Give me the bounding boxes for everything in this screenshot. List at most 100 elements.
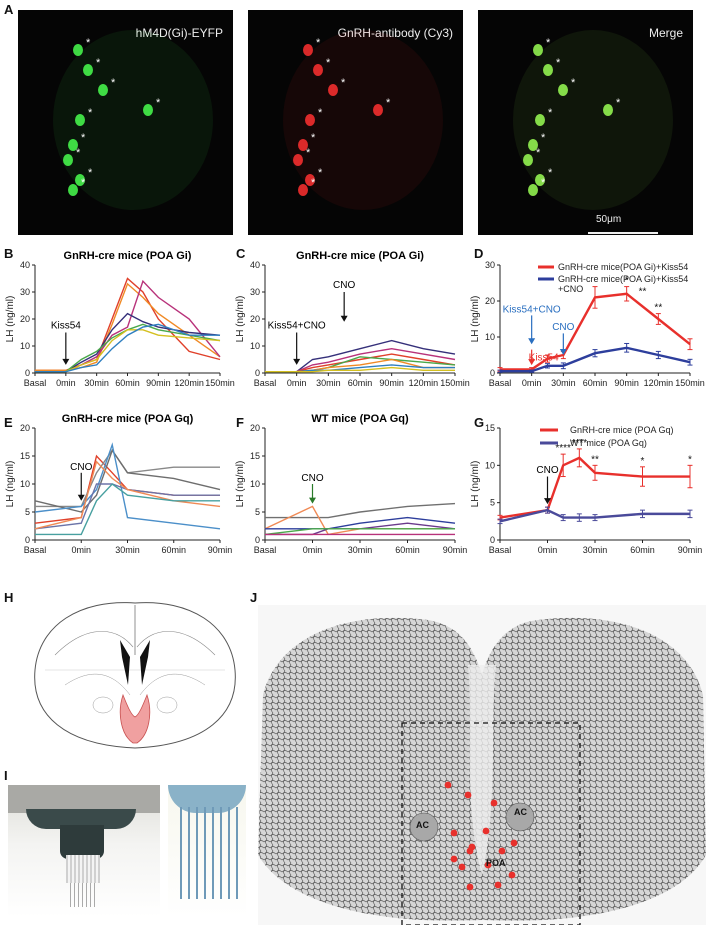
x-tick-label: 120min bbox=[644, 378, 674, 388]
cell-asterisk: * bbox=[81, 177, 86, 189]
cell-asterisk: * bbox=[548, 107, 553, 119]
series-line bbox=[35, 277, 221, 371]
cno-label: CNO bbox=[301, 473, 323, 484]
cell-body bbox=[73, 44, 83, 56]
y-tick-label: 0 bbox=[490, 368, 495, 378]
brain-atlas-diagram bbox=[34, 602, 236, 749]
cno-arrow-head bbox=[309, 497, 316, 504]
cell-asterisk: * bbox=[86, 37, 91, 49]
cell-body bbox=[75, 174, 85, 186]
chart-f: 0 5 10 15 20 Basal 0min 30min 60min 90min LH (ng/m… bbox=[235, 413, 467, 555]
series-line bbox=[35, 323, 221, 373]
cell-asterisk: * bbox=[546, 37, 551, 49]
cell-body bbox=[143, 104, 153, 116]
cannula-photo-right bbox=[168, 785, 246, 917]
cell-asterisk: * bbox=[111, 77, 116, 89]
micrograph-gnrh: GnRH-antibody (Cy3) * * * * * * * * * bbox=[248, 10, 463, 235]
cell-asterisk: * bbox=[341, 77, 346, 89]
y-axis-label: LH (ng/ml) bbox=[5, 461, 16, 508]
micrograph-merge: Merge 50μm * * * * * * * * * bbox=[478, 10, 693, 235]
y-tick-label: 5 bbox=[490, 498, 495, 508]
series-line bbox=[265, 356, 456, 373]
y-tick-label: 10 bbox=[20, 341, 30, 351]
chart-g: 0 5 10 15 Basal 0min 30min 60min 90min LH (ng/ml)… bbox=[470, 423, 702, 555]
chart-title: WT mice (POA Gq) bbox=[311, 413, 409, 425]
cell-asterisk: * bbox=[306, 147, 311, 159]
series-line bbox=[35, 449, 220, 508]
chart-e: 0 5 10 15 20 Basal 0min 30min 60min 90min LH (ng/m… bbox=[5, 413, 232, 555]
cell-asterisk: * bbox=[318, 107, 323, 119]
cell-asterisk: * bbox=[311, 177, 316, 189]
cell-body bbox=[75, 114, 85, 126]
cell-body bbox=[303, 44, 313, 56]
series-line bbox=[34, 460, 221, 530]
x-tick-label: 0min bbox=[303, 545, 323, 555]
cell-asterisk: * bbox=[386, 97, 391, 109]
cell-body bbox=[98, 84, 108, 96]
y-tick-label: 5 bbox=[255, 507, 260, 517]
significance-star: **** bbox=[572, 438, 588, 449]
y-tick-label: 0 bbox=[25, 368, 30, 378]
x-tick-label: 30min bbox=[551, 378, 576, 388]
micrograph-canvas: ********* bbox=[53, 30, 213, 210]
x-tick-label: 60min bbox=[348, 378, 373, 388]
y-tick-label: 20 bbox=[20, 423, 30, 433]
panel-letter-h: H bbox=[4, 590, 14, 605]
chart-title: GnRH-cre mice (POA Gi) bbox=[296, 250, 424, 262]
series-line bbox=[265, 358, 455, 373]
x-tick-label: 150min bbox=[205, 378, 235, 388]
cno-arrow-head bbox=[77, 494, 85, 501]
chart-title: GnRH-cre mice (POA Gq) bbox=[62, 413, 194, 425]
significance-star: ** bbox=[591, 454, 599, 465]
y-tick-label: 30 bbox=[485, 260, 495, 270]
x-tick-label: 60min bbox=[630, 545, 655, 555]
cno-label: CNO bbox=[333, 280, 355, 291]
x-tick-label: 0min bbox=[287, 378, 307, 388]
x-tick-label: 30min bbox=[348, 545, 373, 555]
kiss54-label: Kiss54 bbox=[529, 352, 559, 363]
panel-letter-f: F bbox=[236, 415, 244, 430]
x-tick-label: Basal bbox=[24, 545, 47, 555]
panel-letter-i: I bbox=[4, 768, 8, 783]
stained-brain-section: AC AC POA bbox=[258, 605, 706, 925]
x-tick-label: 30min bbox=[115, 545, 140, 555]
y-tick-label: 30 bbox=[20, 287, 30, 297]
cell-body bbox=[305, 174, 315, 186]
series-line bbox=[499, 456, 690, 519]
series-line bbox=[500, 346, 691, 373]
x-tick-label: 30min bbox=[583, 545, 608, 555]
y-tick-label: 30 bbox=[250, 287, 260, 297]
x-tick-label: 120min bbox=[409, 378, 439, 388]
micrograph-label-eyfp: hM4D(Gi)-EYFP bbox=[135, 26, 223, 40]
x-tick-label: 30min bbox=[316, 378, 341, 388]
kiss54-arrow-head bbox=[528, 359, 536, 366]
x-tick-label: 60min bbox=[161, 545, 186, 555]
cell-body bbox=[528, 184, 538, 196]
micrograph-label-merge: Merge bbox=[648, 26, 683, 40]
cell-body bbox=[558, 84, 568, 96]
y-tick-label: 40 bbox=[20, 260, 30, 270]
panel-letter-a: A bbox=[4, 2, 14, 17]
x-tick-label: 120min bbox=[174, 378, 204, 388]
y-tick-label: 15 bbox=[485, 423, 495, 433]
series-line bbox=[34, 454, 220, 524]
chart-c: 0 10 20 30 40 Basal 0min 30min 60min 90min 120min 1… bbox=[235, 250, 470, 388]
kiss54-cno-arrow-head bbox=[293, 358, 301, 365]
panel-letter-d: D bbox=[474, 246, 484, 261]
series-line bbox=[35, 329, 221, 373]
fiber-haze bbox=[53, 30, 213, 210]
series-line bbox=[34, 483, 220, 530]
series-line bbox=[35, 323, 220, 373]
x-tick-label: 90min bbox=[678, 545, 703, 555]
chart-title: GnRH-cre mice (POA Gi) bbox=[64, 250, 192, 262]
x-tick-label: Basal bbox=[489, 545, 512, 555]
cell-asterisk: * bbox=[96, 57, 101, 69]
y-tick-label: 10 bbox=[20, 479, 30, 489]
y-tick-label: 10 bbox=[250, 341, 260, 351]
series-line bbox=[35, 483, 220, 536]
x-tick-label: 90min bbox=[614, 378, 639, 388]
y-tick-label: 5 bbox=[25, 507, 30, 517]
x-tick-label: 150min bbox=[675, 378, 705, 388]
cell-body bbox=[535, 114, 545, 126]
x-tick-label: 30min bbox=[84, 378, 109, 388]
